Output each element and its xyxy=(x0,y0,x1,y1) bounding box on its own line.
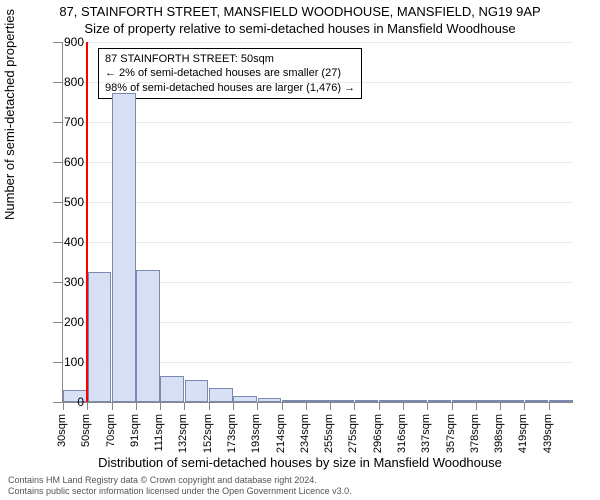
x-tick-label: 275sqm xyxy=(347,414,359,464)
annotation-box: 87 STAINFORTH STREET: 50sqm ← 2% of semi… xyxy=(98,48,362,99)
histogram-bar xyxy=(355,400,379,402)
chart-title-address: 87, STAINFORTH STREET, MANSFIELD WOODHOU… xyxy=(0,0,600,19)
y-tick-label: 0 xyxy=(44,395,84,409)
x-tick xyxy=(427,402,428,410)
y-tick-label: 500 xyxy=(44,195,84,209)
x-tick-label: 378sqm xyxy=(469,414,481,464)
x-tick-label: 132sqm xyxy=(177,414,189,464)
histogram-bar xyxy=(112,93,136,402)
y-tick-label: 600 xyxy=(44,155,84,169)
x-tick-label: 337sqm xyxy=(420,414,432,464)
chart-container: 87, STAINFORTH STREET, MANSFIELD WOODHOU… xyxy=(0,0,600,500)
histogram-bar xyxy=(379,400,403,402)
y-tick-label: 900 xyxy=(44,35,84,49)
footer-line1: Contains HM Land Registry data © Crown c… xyxy=(8,475,352,486)
x-tick xyxy=(379,402,380,410)
gridline xyxy=(63,82,573,83)
histogram-bar xyxy=(500,400,524,402)
annotation-line1: 87 STAINFORTH STREET: 50sqm xyxy=(105,52,355,66)
x-tick-label: 193sqm xyxy=(250,414,262,464)
x-tick xyxy=(282,402,283,410)
histogram-bar xyxy=(185,380,209,402)
gridline xyxy=(63,242,573,243)
x-tick-label: 419sqm xyxy=(517,414,529,464)
x-tick xyxy=(233,402,234,410)
x-tick-label: 214sqm xyxy=(275,414,287,464)
x-tick-label: 398sqm xyxy=(493,414,505,464)
x-tick xyxy=(354,402,355,410)
x-tick xyxy=(112,402,113,410)
x-tick xyxy=(209,402,210,410)
x-tick-label: 357sqm xyxy=(445,414,457,464)
property-marker-line xyxy=(86,42,88,402)
x-tick xyxy=(524,402,525,410)
x-tick-label: 316sqm xyxy=(396,414,408,464)
x-tick xyxy=(184,402,185,410)
x-tick-label: 439sqm xyxy=(542,414,554,464)
chart-subtitle: Size of property relative to semi-detach… xyxy=(0,19,600,38)
y-tick-label: 200 xyxy=(44,315,84,329)
gridline xyxy=(63,122,573,123)
x-tick xyxy=(476,402,477,410)
plot-area: 87 STAINFORTH STREET: 50sqm ← 2% of semi… xyxy=(62,42,573,403)
x-tick-label: 234sqm xyxy=(299,414,311,464)
histogram-bar xyxy=(88,272,112,402)
footer-attribution: Contains HM Land Registry data © Crown c… xyxy=(8,475,352,497)
x-tick-label: 50sqm xyxy=(80,414,92,464)
histogram-bar xyxy=(549,400,573,402)
histogram-bar xyxy=(428,400,452,402)
x-tick xyxy=(500,402,501,410)
histogram-bar xyxy=(160,376,184,402)
x-tick xyxy=(257,402,258,410)
x-tick xyxy=(136,402,137,410)
x-tick-label: 296sqm xyxy=(372,414,384,464)
histogram-bar xyxy=(403,400,427,402)
histogram-bar xyxy=(258,398,282,402)
x-tick xyxy=(306,402,307,410)
histogram-bar xyxy=(525,400,549,402)
histogram-bar xyxy=(233,396,257,402)
y-tick-label: 300 xyxy=(44,275,84,289)
histogram-bar xyxy=(476,400,500,402)
x-tick-label: 255sqm xyxy=(323,414,335,464)
y-tick-label: 100 xyxy=(44,355,84,369)
x-tick-label: 111sqm xyxy=(153,414,165,464)
gridline xyxy=(63,162,573,163)
y-tick-label: 700 xyxy=(44,115,84,129)
histogram-bar xyxy=(136,270,160,402)
gridline xyxy=(63,42,573,43)
x-tick xyxy=(87,402,88,410)
x-tick xyxy=(549,402,550,410)
x-tick xyxy=(452,402,453,410)
y-tick-label: 800 xyxy=(44,75,84,89)
y-tick-label: 400 xyxy=(44,235,84,249)
x-tick xyxy=(330,402,331,410)
histogram-bar xyxy=(209,388,233,402)
x-tick-label: 152sqm xyxy=(202,414,214,464)
gridline xyxy=(63,202,573,203)
footer-line2: Contains public sector information licen… xyxy=(8,486,352,497)
y-axis-title: Number of semi-detached properties xyxy=(2,9,17,220)
x-tick-label: 70sqm xyxy=(105,414,117,464)
x-tick-label: 173sqm xyxy=(226,414,238,464)
x-tick-label: 91sqm xyxy=(129,414,141,464)
annotation-line2: ← 2% of semi-detached houses are smaller… xyxy=(105,66,355,80)
gridline xyxy=(63,402,573,403)
histogram-bar xyxy=(452,400,476,402)
histogram-bar xyxy=(306,400,330,402)
histogram-bar xyxy=(330,400,354,402)
x-tick xyxy=(160,402,161,410)
x-tick xyxy=(403,402,404,410)
histogram-bar xyxy=(282,400,306,402)
x-tick-label: 30sqm xyxy=(56,414,68,464)
